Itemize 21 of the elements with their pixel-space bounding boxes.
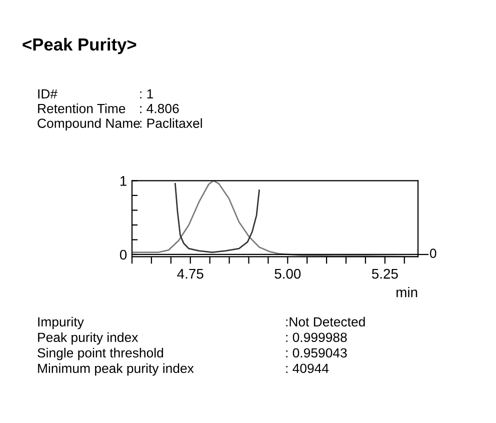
x-axis-title: min <box>396 287 418 298</box>
chart-title: <Peak Purity> <box>22 38 136 54</box>
text: : 0.959043 <box>286 348 347 358</box>
text: Single point threshold <box>38 348 164 360</box>
text: :Not Detected <box>286 316 365 327</box>
x-tick-label: 5.25 <box>372 268 398 279</box>
text: Retention Time <box>38 104 126 114</box>
text: : 4.806 <box>140 104 179 114</box>
x-tick-label: 5.00 <box>274 268 301 279</box>
text: ID# <box>38 89 58 98</box>
y-tick-label: 1 <box>120 176 126 186</box>
text: Impurity <box>38 316 84 330</box>
text: Peak purity index <box>38 332 138 345</box>
text: 0 <box>430 248 436 258</box>
text: : 1 <box>140 89 154 98</box>
text: Compound Name <box>38 118 140 131</box>
text: : 0.999988 <box>286 332 347 342</box>
text: : 40944 <box>286 364 329 374</box>
text: : Paclitaxel <box>140 118 202 128</box>
x-tick-label: 4.75 <box>177 269 204 279</box>
text: Minimum peak purity index <box>38 363 194 376</box>
